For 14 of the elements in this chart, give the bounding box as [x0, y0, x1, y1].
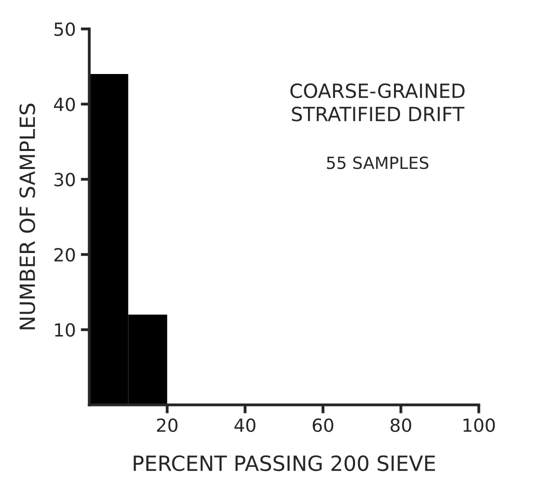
x-tick-label: 100 — [464, 418, 495, 432]
y-tick-label: 50 — [54, 22, 75, 36]
x-tick-label: 60 — [312, 418, 334, 432]
y-axis-title: NUMBER OF SAMPLES — [19, 104, 36, 330]
annotation: 55 SAMPLES — [326, 156, 428, 170]
x-tick-label: 20 — [157, 418, 178, 432]
y-tick-label: 10 — [55, 323, 75, 337]
annotation: COARSE-GRAINED STRATIFIED DRIFT — [290, 83, 465, 122]
x-tick-label: 40 — [234, 418, 256, 432]
x-tick-label: 80 — [390, 418, 412, 432]
y-tick-label: 30 — [54, 172, 75, 186]
x-axis-title: PERCENT PASSING 200 SIEVE — [134, 455, 435, 472]
y-tick-label: 20 — [54, 248, 75, 262]
y-tick-label: 40 — [54, 98, 75, 112]
